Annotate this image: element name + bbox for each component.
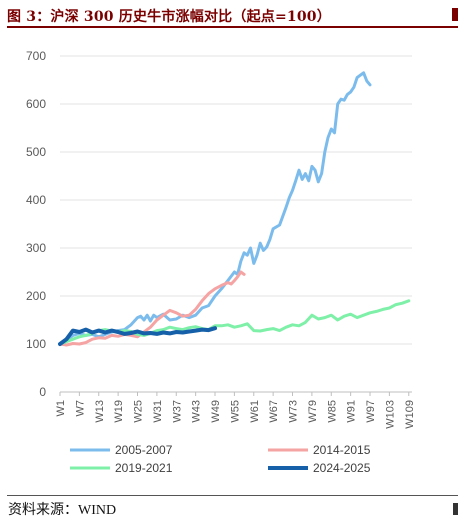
edge-mark — [452, 8, 458, 21]
y-tick-label-200: 200 — [26, 289, 46, 303]
x-tick-label-W79: W79 — [307, 400, 319, 423]
legend-label-2005-2007: 2005-2007 — [115, 443, 173, 457]
x-tick-label-W85: W85 — [326, 400, 338, 423]
series-lines — [58, 71, 411, 347]
grid-lines — [60, 55, 412, 393]
x-tick-label-W49: W49 — [210, 400, 222, 423]
title-rule — [7, 26, 458, 28]
y-tick-label-300: 300 — [26, 241, 46, 255]
x-tick-label-W103: W103 — [384, 400, 396, 429]
y-tick-label-100: 100 — [26, 337, 46, 351]
source-note: 资料来源：WIND — [8, 499, 116, 519]
x-tick-label-W61: W61 — [249, 400, 261, 423]
edge-mark-bottom — [453, 503, 458, 515]
x-tick-label-W25: W25 — [133, 400, 145, 423]
legend-label-2019-2021: 2019-2021 — [115, 461, 173, 475]
x-tick-label-W55: W55 — [229, 400, 241, 423]
legend: 2005-2007 2014-2015 2019-2021 2024-2025 — [70, 443, 371, 475]
source-rule — [7, 495, 458, 496]
x-tick-label-W109: W109 — [404, 400, 416, 429]
figure-title: 图 3：沪深 300 历史牛市涨幅对比（起点=100） — [7, 9, 331, 25]
y-tick-label-600: 600 — [26, 97, 46, 111]
series-line-2019-2021 — [58, 299, 411, 346]
x-tick-label-W91: W91 — [346, 400, 358, 423]
x-tick-label-W7: W7 — [74, 400, 86, 417]
x-axis-ticks: W1 W7 W13 W19 W25 W31 W37 W43 W49 W55 W61 W67 W73 W79… — [55, 392, 416, 429]
legend-label-2014-2015: 2014-2015 — [313, 443, 371, 457]
source-value: WIND — [78, 503, 117, 518]
y-tick-label-700: 700 — [26, 49, 46, 63]
series-line-2005-2007 — [58, 71, 372, 346]
x-tick-label-W1: W1 — [55, 400, 67, 417]
series-line-2014-2015 — [58, 270, 246, 347]
y-axis-ticks: 0 100 200 300 400 500 600 700 — [26, 49, 46, 399]
series-line-2024-2025 — [58, 326, 217, 346]
x-tick-label-W13: W13 — [94, 400, 106, 423]
legend-label-2024-2025: 2024-2025 — [313, 461, 371, 475]
x-tick-label-W43: W43 — [191, 400, 203, 423]
x-tick-label-W19: W19 — [113, 400, 125, 423]
source-label: 资料来源： — [8, 503, 78, 518]
y-tick-label-400: 400 — [26, 193, 46, 207]
x-tick-label-W31: W31 — [152, 400, 164, 423]
y-tick-label-0: 0 — [39, 385, 46, 399]
x-tick-label-W67: W67 — [268, 400, 280, 423]
x-tick-label-W73: W73 — [288, 400, 300, 423]
y-tick-label-500: 500 — [26, 145, 46, 159]
x-tick-label-W37: W37 — [171, 400, 183, 423]
x-tick-label-W97: W97 — [365, 400, 377, 423]
